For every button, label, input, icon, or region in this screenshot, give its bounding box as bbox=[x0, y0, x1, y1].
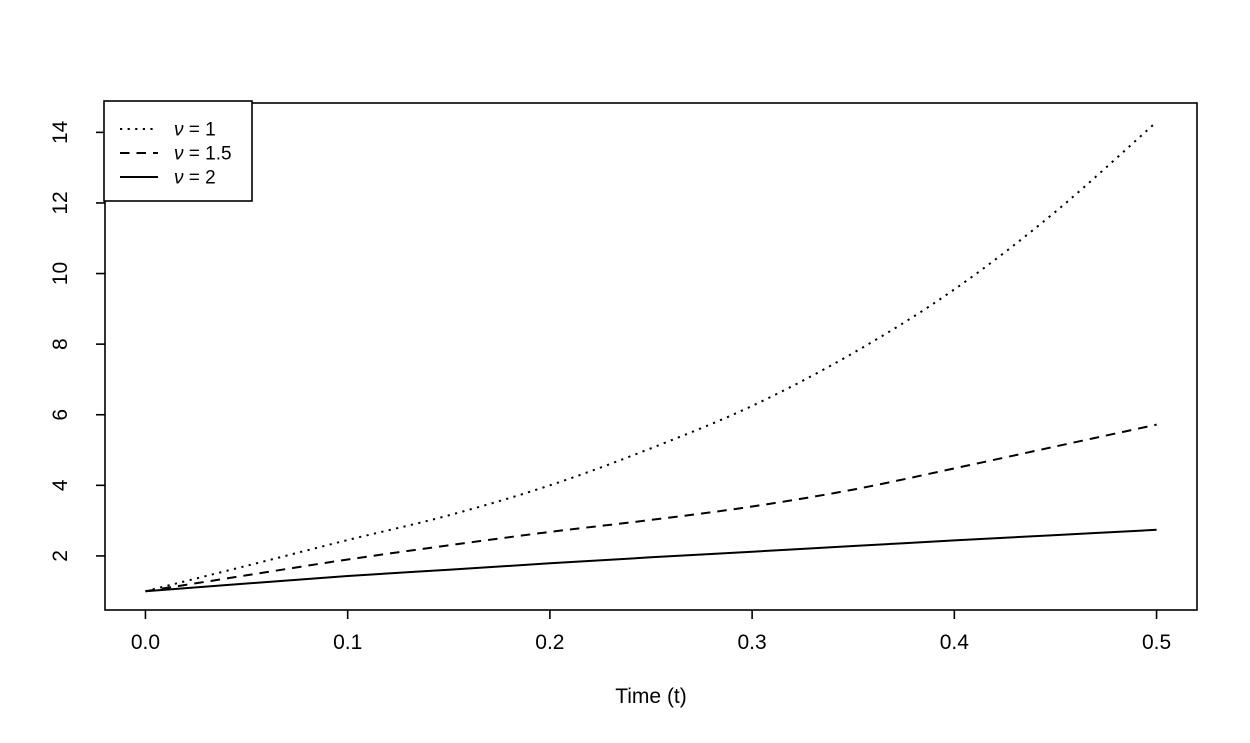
legend-label: ν = 2 bbox=[174, 168, 216, 189]
legend-label: ν = 1 bbox=[174, 120, 216, 141]
curve-series-0 bbox=[145, 121, 1158, 593]
x-tick-label: 0.2 bbox=[535, 631, 564, 654]
x-axis-title: Time (t) bbox=[615, 685, 687, 708]
legend: ν = 1 ν = 1.5 ν = 2 bbox=[103, 100, 253, 202]
y-tick-label: 6 bbox=[49, 409, 72, 421]
y-tick-label: 8 bbox=[49, 338, 72, 350]
x-tick-label: 0.4 bbox=[940, 631, 970, 654]
y-tick-label: 2 bbox=[49, 550, 72, 562]
y-tick-label: 14 bbox=[49, 120, 72, 144]
x-tick-label: 0.1 bbox=[333, 631, 362, 654]
legend-label: ν = 1.5 bbox=[174, 144, 232, 165]
plot-box bbox=[104, 102, 1198, 611]
x-tick-label: 0.5 bbox=[1142, 631, 1171, 654]
curve-series-2 bbox=[145, 528, 1157, 593]
y-tick-label: 10 bbox=[49, 262, 72, 285]
y-tick-label: 4 bbox=[49, 479, 72, 491]
y-tick-label: 12 bbox=[49, 191, 72, 214]
x-tick-label: 0.3 bbox=[738, 631, 767, 654]
legend-box bbox=[103, 100, 253, 202]
curve-series-1 bbox=[145, 423, 1157, 593]
x-tick-label: 0.0 bbox=[131, 631, 160, 654]
